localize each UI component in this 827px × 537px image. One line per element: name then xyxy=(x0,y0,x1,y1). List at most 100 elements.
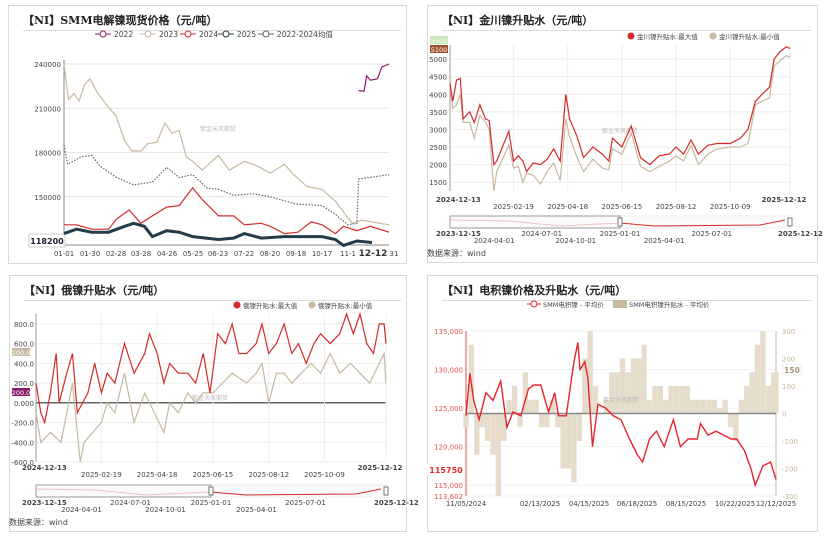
bar xyxy=(663,399,669,414)
tick-label: 2025-06-15 xyxy=(602,203,643,211)
right-tick-label: 100 xyxy=(782,383,795,391)
bar xyxy=(463,413,469,428)
navigator-handle-right[interactable] xyxy=(383,486,389,496)
bar xyxy=(614,372,620,414)
tick-label: 05-25 xyxy=(183,250,203,258)
bar xyxy=(495,413,502,496)
value-tag xyxy=(782,363,802,376)
value-tag-label: 200.0 xyxy=(12,349,31,357)
navigator-tick-label: 2025-04-01 xyxy=(236,506,277,514)
tick-label: 2024-12-13 xyxy=(22,464,67,472)
divider xyxy=(442,30,812,31)
legend-marker[interactable] xyxy=(262,30,270,38)
legend-marker[interactable] xyxy=(613,300,627,308)
bar xyxy=(619,358,626,414)
tick-label: 06-23 xyxy=(208,250,228,258)
series-line-2025 xyxy=(63,221,373,248)
tick-label: 3500 xyxy=(429,109,447,117)
tick-label: 200.0 xyxy=(14,380,34,388)
tick-label: 135,000 xyxy=(434,328,463,336)
tick-label: 113,602 xyxy=(434,493,463,501)
tick-label: 4000 xyxy=(429,91,447,99)
right-tick-label: -300 xyxy=(782,493,798,501)
tick-label: 12/12/2025 xyxy=(756,500,796,508)
navigator-handle-left[interactable] xyxy=(617,217,623,227)
tick-label: 01-01 xyxy=(54,250,74,258)
bar xyxy=(773,372,779,414)
series-line-金川镍升贴水:最小值 xyxy=(449,54,791,192)
bar xyxy=(657,386,664,414)
legend-marker[interactable] xyxy=(308,301,316,309)
tick-label: 31 xyxy=(390,250,399,258)
tick-label: 4500 xyxy=(429,74,447,82)
navigator-tick-label: 2024-07-01 xyxy=(521,230,562,238)
bar xyxy=(533,399,539,414)
tick-label: 2025-04-18 xyxy=(547,203,588,211)
tick-label: 01-30 xyxy=(80,250,100,258)
navigator-handle-right[interactable] xyxy=(787,217,793,227)
legend-label: 2023 xyxy=(159,30,178,39)
tick-label: 150000 xyxy=(34,194,61,202)
legend-marker[interactable] xyxy=(233,301,241,309)
bar xyxy=(603,399,610,414)
right-tick-label: -100 xyxy=(782,438,798,446)
bar xyxy=(609,372,615,414)
navigator-handle-left[interactable] xyxy=(208,486,214,496)
navigator-tick-label: 2025-12-12 xyxy=(374,499,419,507)
tick-label: 125,000 xyxy=(434,405,463,413)
legend-marker[interactable] xyxy=(222,30,230,38)
tick-label: 2025-02-19 xyxy=(81,471,122,479)
watermark: 紫金天风期货 xyxy=(200,125,236,133)
value-tag-label: 5100 xyxy=(431,46,448,54)
watermark: 紫金天风期货 xyxy=(192,394,228,402)
bar xyxy=(722,399,728,414)
value-tag-label: 150 xyxy=(784,366,800,375)
right-tick-label: -200 xyxy=(782,466,798,474)
bar xyxy=(571,413,577,483)
legend-marker[interactable] xyxy=(709,32,717,40)
navigator-line xyxy=(619,219,786,227)
tick-label: 240000 xyxy=(34,61,61,69)
legend-marker[interactable] xyxy=(184,30,192,38)
bar xyxy=(517,413,523,428)
right-tick-label: 300 xyxy=(782,328,795,336)
bar xyxy=(592,386,599,414)
legend-label: 俄镍升贴水:最小值 xyxy=(318,301,373,310)
bar xyxy=(555,413,561,428)
panel-smm-nickel-price: 【NI】SMM电解镍现货价格（元/吨） xyxy=(8,5,407,264)
bar xyxy=(760,331,766,414)
bar xyxy=(695,399,701,414)
tick-label: 2025-06-15 xyxy=(193,471,234,479)
bar xyxy=(717,408,723,414)
legend-label: SMM电积镍升贴水 - 平均价 xyxy=(629,300,710,309)
legend-marker[interactable] xyxy=(99,30,107,38)
legend-label: 2022 xyxy=(114,30,133,39)
navigator-tick-label: 2025-04-01 xyxy=(644,237,685,245)
divider xyxy=(24,300,401,301)
legend-marker[interactable] xyxy=(530,300,538,308)
chart-title: 【NI】俄镍升贴水（元/吨） xyxy=(24,284,165,297)
tick-label: 2025-02-19 xyxy=(493,203,534,211)
legend-marker[interactable] xyxy=(144,30,152,38)
bar xyxy=(587,331,593,414)
min-value-tag xyxy=(28,233,66,248)
legend-marker[interactable] xyxy=(627,32,635,40)
bar xyxy=(528,399,534,414)
tick-label: 2025-12-12 xyxy=(762,196,807,204)
bar xyxy=(749,372,755,414)
bar xyxy=(630,358,637,414)
tick-label: 2000 xyxy=(429,162,447,170)
tick-label: 180000 xyxy=(34,150,61,158)
bar xyxy=(673,386,680,414)
tick-label: 600.0 xyxy=(14,341,34,349)
tick-label: -400.0 xyxy=(11,439,34,447)
bar xyxy=(733,413,739,441)
chart-title: 【NI】电积镍价格及升贴水（元/吨） xyxy=(442,284,627,297)
series-line-金川镍升贴水:最大值 xyxy=(449,46,791,173)
tick-label: 130,000 xyxy=(434,367,463,375)
bar xyxy=(738,399,744,414)
tick-label: 120,000 xyxy=(434,444,463,452)
bar xyxy=(538,413,545,428)
tick-label: 115,000 xyxy=(434,482,463,490)
bar xyxy=(765,386,771,414)
